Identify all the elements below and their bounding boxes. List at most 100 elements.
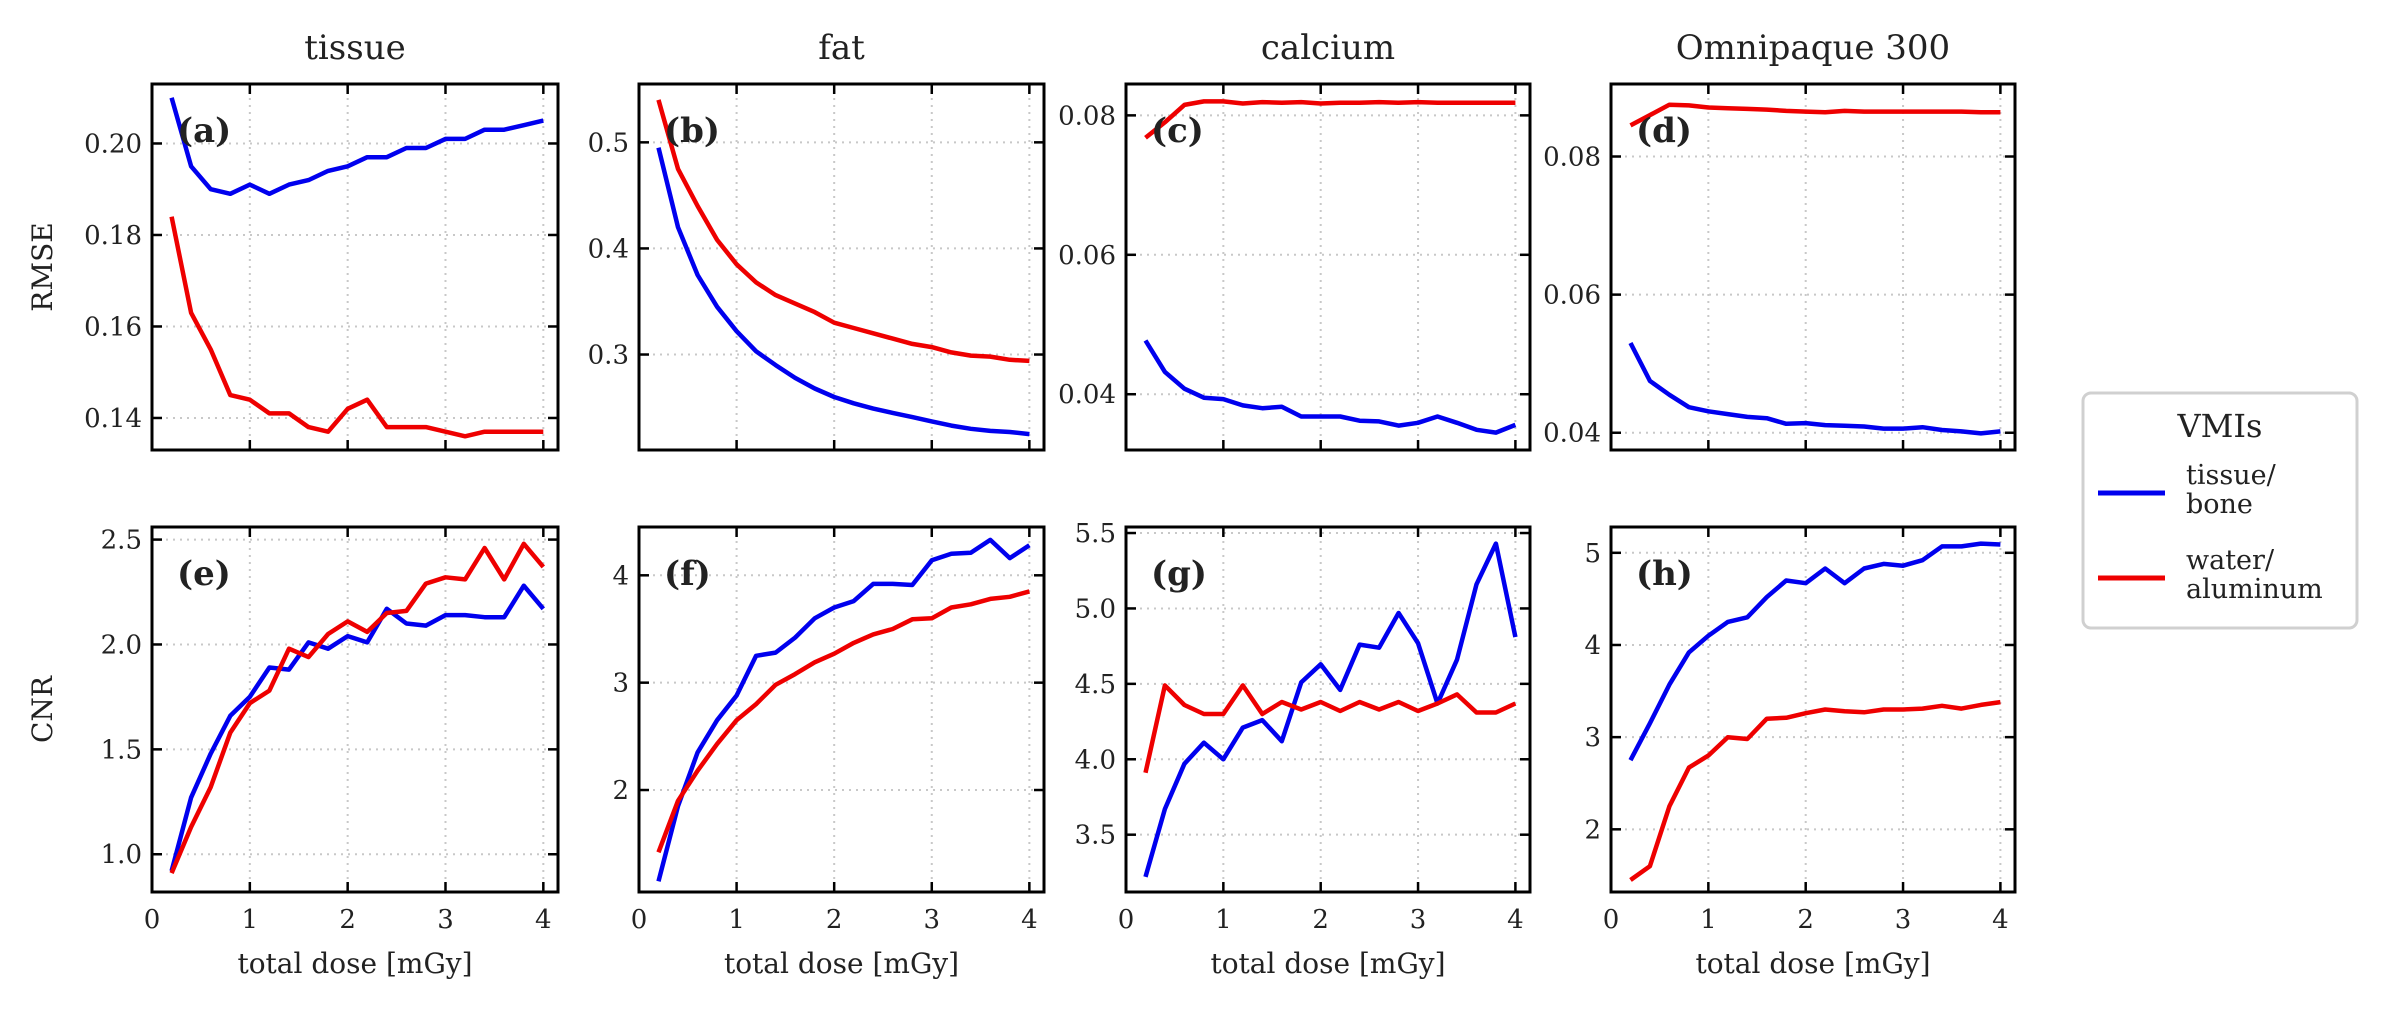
series-line-0 <box>169 583 546 872</box>
series-line-1 <box>656 99 1030 364</box>
series-line-1 <box>656 589 1030 854</box>
y-axis-label: CNR <box>26 675 59 743</box>
y-tick-label: 1.5 <box>101 735 142 765</box>
panel-letter: (f) <box>664 554 711 594</box>
series-line-0 <box>656 537 1031 882</box>
y-tick-label: 0.06 <box>1058 241 1116 271</box>
panel-g: 3.5 4.0 4.5 5.0 5.5 0 1 2 3 4 (g) total dose [mGy] <box>1075 519 1532 980</box>
y-tick-label: 0.20 <box>84 129 142 159</box>
panel-letter: (a) <box>177 111 231 151</box>
panel-f: 2 3 4 0 1 2 3 4 (f) total dose [mGy] <box>612 525 1046 980</box>
axes-frame <box>1609 525 2017 894</box>
panel-letter: (g) <box>1151 554 1207 594</box>
legend-label: bone <box>2186 489 2253 520</box>
x-axis-label: total dose [mGy] <box>724 947 959 980</box>
x-tick-label: 1 <box>1215 905 1232 935</box>
y-tick-label: 0.14 <box>84 404 142 434</box>
series-line-1 <box>1144 99 1516 140</box>
y-tick-label: 0.18 <box>84 221 142 251</box>
x-tick-label: 0 <box>1603 905 1620 935</box>
panel-title: fat <box>818 28 865 68</box>
legend-label: tissue/ <box>2186 460 2277 491</box>
y-tick-label: 3 <box>1584 723 1601 753</box>
x-tick-label: 0 <box>144 905 161 935</box>
x-tick-label: 2 <box>339 905 356 935</box>
series-line-1 <box>1143 683 1517 774</box>
x-tick-label: 2 <box>1312 905 1329 935</box>
x-tick-label: 0 <box>631 905 648 935</box>
y-tick-label: 1.0 <box>101 840 142 870</box>
series-line-0 <box>1143 541 1518 878</box>
legend-label: water/ <box>2186 545 2275 576</box>
panel-letter: (d) <box>1636 111 1692 151</box>
panel-letter: (e) <box>177 554 231 594</box>
y-tick-label: 5.5 <box>1075 519 1116 549</box>
panel-h: 2 3 4 5 0 1 2 3 4 (h) total dose [mGy] <box>1584 525 2017 980</box>
y-tick-label: 3 <box>612 669 629 699</box>
y-tick-label: 2.5 <box>101 526 142 556</box>
series-line-1 <box>1629 699 2001 882</box>
panel-title: Omnipaque 300 <box>1676 28 1950 68</box>
x-axis-label: total dose [mGy] <box>1695 947 1930 980</box>
y-tick-label: 4 <box>612 561 629 591</box>
series-line-0 <box>1628 541 2001 762</box>
series-line-1 <box>169 216 544 439</box>
y-tick-label: 0.5 <box>588 128 629 158</box>
axes-frame <box>150 525 560 894</box>
x-tick-label: 1 <box>728 905 745 935</box>
y-tick-label: 2.0 <box>101 630 142 660</box>
axes-frame <box>1609 82 2017 452</box>
legend-title: VMIs <box>2177 407 2263 445</box>
panel-c: 0.04 0.06 0.08 (c) calcium <box>1058 28 1532 452</box>
y-tick-label: 4.0 <box>1075 745 1116 775</box>
y-tick-label: 0.4 <box>588 234 629 264</box>
legend-box <box>2081 391 2359 630</box>
x-tick-label: 3 <box>437 905 454 935</box>
x-tick-label: 3 <box>1410 905 1427 935</box>
series-line-0 <box>169 97 544 197</box>
axes-frame <box>637 82 1046 452</box>
x-tick-label: 3 <box>1895 905 1912 935</box>
x-tick-label: 4 <box>535 905 552 935</box>
series-line-0 <box>656 147 1030 437</box>
x-tick-label: 1 <box>242 905 259 935</box>
panel-d: 0.04 0.06 0.08 (d) Omnipaque 300 <box>1543 28 2017 452</box>
x-axis-label: total dose [mGy] <box>237 947 472 980</box>
y-tick-label: 3.5 <box>1075 821 1116 851</box>
series-line-0 <box>1628 341 2001 436</box>
panel-e: 1.0 1.5 2.0 2.5 0 1 2 3 4 (e) CNR total dose [mGy] <box>26 525 560 980</box>
y-tick-label: 0.06 <box>1543 281 1601 311</box>
axes-frame <box>637 525 1046 894</box>
x-tick-label: 1 <box>1700 905 1717 935</box>
y-tick-label: 0.08 <box>1543 143 1601 173</box>
y-tick-label: 4 <box>1584 631 1601 661</box>
axes-frame <box>1124 82 1532 452</box>
axes-frame <box>1124 525 1532 894</box>
x-tick-label: 4 <box>1021 905 1038 935</box>
panel-title: calcium <box>1261 28 1395 68</box>
series-line-0 <box>1143 339 1517 435</box>
legend: VMIs tissue/bone water/aluminum <box>2081 391 2359 630</box>
panel-a: 0.14 0.16 0.18 0.20 (a) tissue RMSE <box>26 28 560 452</box>
y-tick-label: 5 <box>1584 539 1601 569</box>
x-tick-label: 4 <box>1992 905 2009 935</box>
panel-b: 0.3 0.4 0.5 (b) fat <box>588 28 1046 452</box>
y-tick-label: 2 <box>612 776 629 806</box>
legend-label: aluminum <box>2186 574 2323 605</box>
y-tick-label: 0.3 <box>588 341 629 371</box>
panel-letter: (h) <box>1636 554 1693 594</box>
panel-title: tissue <box>304 28 405 68</box>
x-tick-label: 3 <box>923 905 940 935</box>
x-axis-label: total dose [mGy] <box>1210 947 1445 980</box>
x-tick-label: 2 <box>1797 905 1814 935</box>
axes-frame <box>150 82 560 452</box>
series-line-1 <box>1629 102 2001 128</box>
panel-letter: (b) <box>664 111 720 151</box>
x-tick-label: 4 <box>1507 905 1524 935</box>
y-tick-label: 5.0 <box>1075 594 1116 624</box>
y-tick-label: 0.04 <box>1543 419 1601 449</box>
y-tick-label: 0.04 <box>1058 380 1116 410</box>
y-tick-label: 4.5 <box>1075 670 1116 700</box>
y-axis-label: RMSE <box>26 222 59 311</box>
